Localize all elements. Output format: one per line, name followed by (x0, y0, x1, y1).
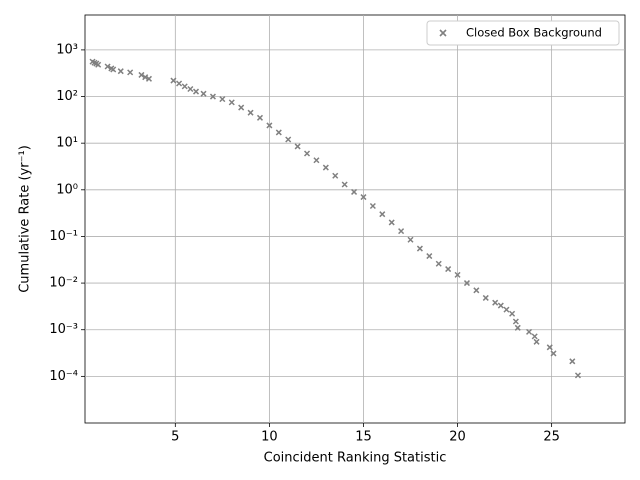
point (285, 136, 292, 143)
point (473, 287, 480, 294)
x-tick-label: 5 (171, 430, 179, 445)
point (454, 271, 461, 278)
point (379, 211, 386, 218)
point (187, 85, 194, 93)
point (200, 90, 207, 97)
point (550, 350, 557, 357)
x-tick-label: 20 (449, 430, 466, 445)
point (445, 266, 452, 273)
x-tick-label: 10 (261, 430, 278, 445)
point (238, 104, 245, 111)
point (416, 245, 423, 252)
point (275, 129, 282, 136)
point (435, 260, 442, 267)
y-axis-label: Cumulative Rate (yr⁻¹) (18, 145, 33, 293)
y-tick-label: 10² (56, 89, 78, 104)
point (170, 77, 177, 84)
point (176, 80, 183, 87)
y-tick-label: 10⁻³ (49, 322, 78, 337)
point (482, 294, 489, 301)
point (192, 88, 200, 95)
point (332, 172, 339, 179)
y-tick-label: 10⁻¹ (49, 229, 78, 244)
x-tick-label: 15 (355, 430, 372, 445)
point (266, 122, 273, 129)
y-tick-label: 10⁻² (49, 276, 78, 291)
point (127, 69, 134, 76)
point (497, 302, 504, 309)
point (509, 310, 516, 317)
point (407, 236, 414, 243)
point (138, 71, 145, 78)
x-tick-label: 25 (543, 430, 560, 445)
point (533, 338, 540, 345)
legend-label: Closed Box Background (466, 26, 602, 40)
point (313, 157, 320, 164)
x-axis-label: Coincident Ranking Statistic (264, 451, 447, 466)
point (574, 372, 581, 379)
point (546, 344, 553, 351)
point (110, 66, 117, 73)
point (503, 306, 510, 313)
point (219, 96, 226, 103)
point (322, 164, 329, 171)
point (360, 194, 367, 201)
point (512, 318, 519, 325)
point (104, 63, 111, 70)
legend-marker (439, 29, 447, 37)
point (398, 228, 405, 235)
point (294, 143, 301, 150)
point (303, 150, 311, 157)
point (341, 181, 348, 188)
legend-box (426, 20, 620, 46)
point (247, 109, 254, 116)
y-tick-label: 10¹ (56, 136, 78, 151)
point (95, 61, 102, 68)
point (426, 253, 433, 260)
y-tick-label: 10⁰ (56, 182, 78, 197)
plot-frame (84, 14, 626, 424)
point (228, 99, 235, 106)
point (514, 324, 521, 331)
point (181, 83, 188, 90)
point (117, 68, 124, 75)
y-tick-label: 10⁻⁴ (49, 369, 78, 384)
point (526, 328, 533, 335)
point (463, 280, 470, 287)
legend-symbol (439, 29, 447, 37)
point (142, 74, 149, 81)
y-tick-label: 10³ (56, 42, 78, 57)
point (531, 333, 538, 340)
point (351, 188, 358, 195)
point (145, 75, 153, 82)
point (209, 93, 216, 100)
point (388, 219, 395, 226)
point (256, 114, 264, 121)
point (492, 299, 499, 306)
point (369, 202, 376, 210)
point (569, 358, 576, 365)
